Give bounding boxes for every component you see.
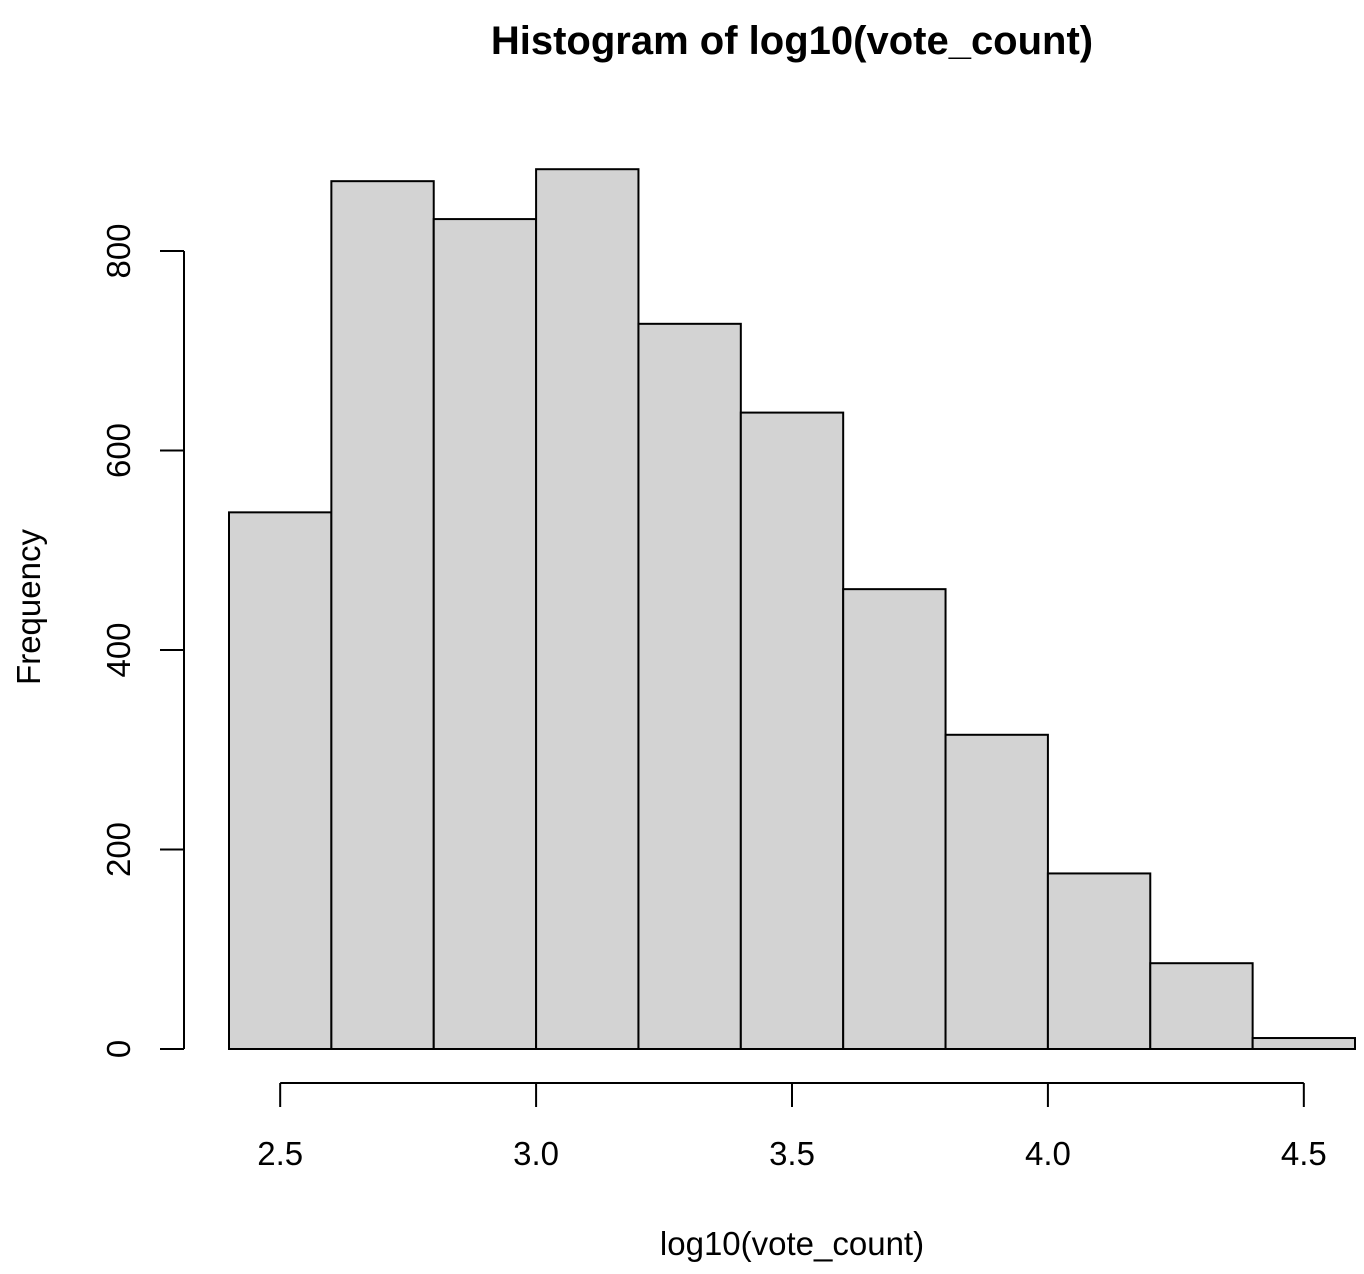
histogram-bar-6 [739, 411, 845, 1051]
y-tick-label-1: 200 [100, 822, 137, 877]
histogram-bar-7 [842, 588, 947, 1051]
x-tick-label-4: 4.5 [1281, 1135, 1327, 1172]
x-tick-label-0: 2.5 [257, 1135, 303, 1172]
y-axis: 0 200 400 600 800 [100, 223, 185, 1058]
histogram-bar-1 [228, 511, 333, 1050]
y-tick-label-4: 800 [100, 223, 137, 278]
x-tick-label-2: 3.5 [769, 1135, 815, 1172]
x-tick-label-1: 3.0 [513, 1135, 559, 1172]
histogram-bar-2 [330, 180, 435, 1051]
histogram-bar-10 [1149, 962, 1254, 1051]
histogram-bar-5 [637, 322, 742, 1050]
histogram-bar-4 [535, 168, 640, 1050]
x-axis: 2.5 3.0 3.5 4.0 4.5 [257, 1082, 1327, 1172]
y-axis-label: Frequency [10, 529, 47, 685]
histogram-bar-8 [944, 733, 1049, 1050]
bars-group [228, 168, 1356, 1051]
x-tick-label-3: 4.0 [1025, 1135, 1071, 1172]
y-tick-label-0: 0 [100, 1040, 137, 1058]
y-tick-label-3: 600 [100, 423, 137, 478]
y-tick-label-2: 400 [100, 622, 137, 677]
histogram-bar-3 [432, 218, 538, 1050]
histogram-bar-11 [1251, 1037, 1356, 1050]
x-axis-label: log10(vote_count) [660, 1225, 924, 1262]
chart-title: Histogram of log10(vote_count) [491, 19, 1093, 63]
histogram-bar-9 [1046, 872, 1152, 1050]
